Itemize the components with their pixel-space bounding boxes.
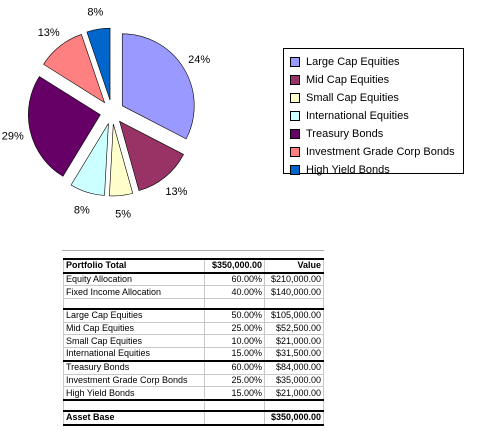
table-cell: $140,000.00 [264, 285, 324, 300]
legend-item-treasury: Treasury Bonds [290, 125, 463, 143]
pie-slice-large-cap [121, 33, 195, 140]
pie-label-mid-cap: 13% [165, 186, 187, 198]
legend-swatch [290, 111, 300, 121]
legend-label: High Yield Bonds [306, 164, 390, 176]
pie-label-investment-grade: 13% [38, 27, 60, 39]
table-header-row: Portfolio Total $350,000.00 Value [63, 258, 324, 274]
table-cell: $31,500.00 [264, 347, 324, 362]
table-cell: International Equities [63, 347, 205, 362]
pie-slice-mid-cap [119, 120, 184, 192]
legend-item-large-cap: Large Cap Equities [290, 53, 463, 71]
table-spacer-row [63, 298, 324, 310]
table-cell: Mid Cap Equities [63, 321, 205, 336]
table-cell: Treasury Bonds [63, 359, 205, 375]
table-cell: $21,000.00 [264, 386, 324, 401]
table-cell: Large Cap Equities [63, 308, 205, 323]
legend-label: Investment Grade Corp Bonds [306, 146, 455, 158]
table-row: High Yield Bonds 15.00% $21,000.00 [63, 386, 324, 401]
table-cell: $210,000.00 [264, 272, 324, 287]
table-cell: $21,000.00 [264, 334, 324, 349]
table-footer-row: Asset Base $350,000.00 [63, 409, 324, 426]
table-cell: $350,000.00 [204, 258, 265, 274]
table-row: Mid Cap Equities 25.00% $52,500.00 [63, 321, 324, 336]
legend-item-international: International Equities [290, 107, 463, 125]
legend-swatch [290, 57, 300, 67]
table-row: International Equities 15.00% $31,500.00 [63, 347, 324, 362]
table-cell: Portfolio Total [63, 258, 205, 274]
pie-slice-international [70, 123, 109, 196]
table-cell: $84,000.00 [264, 359, 324, 375]
legend-label: International Equities [306, 110, 409, 122]
table-cell: Small Cap Equities [63, 334, 205, 349]
table-cell: 15.00% [204, 347, 265, 362]
table-cell: 60.00% [204, 359, 265, 375]
portfolio-table: Portfolio Total $350,000.00 Value Equity… [63, 258, 324, 426]
pie-slice-treasury [28, 76, 101, 177]
pie-label-small-cap: 5% [115, 208, 131, 220]
legend-label: Large Cap Equities [306, 56, 400, 68]
table-cell: 25.00% [204, 373, 265, 388]
pie-slice-small-cap [109, 123, 134, 197]
table-cell: $35,000.00 [264, 373, 324, 388]
table-cell: $105,000.00 [264, 308, 324, 323]
pie-label-large-cap: 24% [188, 54, 210, 66]
pie-slice-high-yield [86, 27, 111, 101]
table-cell: Value [264, 258, 324, 274]
pie-label-high-yield: 8% [87, 6, 103, 18]
table-row: Equity Allocation 60.00% $210,000.00 [63, 272, 324, 287]
table-row: Small Cap Equities 10.00% $21,000.00 [63, 334, 324, 349]
legend-swatch [290, 129, 300, 139]
table-row: Fixed Income Allocation 40.00% $140,000.… [63, 285, 324, 300]
table-cell: 40.00% [204, 285, 265, 300]
table-cell: $52,500.00 [264, 321, 324, 336]
legend-swatch [290, 75, 300, 85]
legend-swatch [290, 147, 300, 157]
table-cell: $350,000.00 [264, 409, 324, 426]
legend-item-high-yield: High Yield Bonds [290, 161, 463, 179]
table-cell: Fixed Income Allocation [63, 285, 205, 300]
table-cell: 15.00% [204, 386, 265, 401]
table-cell: 50.00% [204, 308, 265, 323]
table-top-rule [62, 250, 324, 251]
pie-slice-investment-grade [43, 34, 106, 104]
table-cell: Asset Base [63, 409, 205, 426]
table-cell: Equity Allocation [63, 272, 205, 287]
table-spacer-row [63, 399, 324, 412]
legend-swatch [290, 93, 300, 103]
table-cell: 10.00% [204, 334, 265, 349]
legend-label: Treasury Bonds [306, 128, 384, 140]
legend-label: Mid Cap Equities [306, 74, 390, 86]
pie-label-treasury: 29% [2, 130, 24, 142]
legend-item-mid-cap: Mid Cap Equities [290, 71, 463, 89]
table-cell [204, 409, 265, 426]
table-row: Large Cap Equities 50.00% $105,000.00 [63, 308, 324, 323]
table-cell: High Yield Bonds [63, 386, 205, 401]
table-cell: 25.00% [204, 321, 265, 336]
legend-item-investment-grade: Investment Grade Corp Bonds [290, 143, 463, 161]
table-cell: Investment Grade Corp Bonds [63, 373, 205, 388]
chart-legend: Large Cap Equities Mid Cap Equities Smal… [283, 48, 464, 176]
legend-label: Small Cap Equities [306, 92, 399, 104]
pie-label-international: 8% [74, 204, 90, 216]
legend-swatch [290, 165, 300, 175]
legend-item-small-cap: Small Cap Equities [290, 89, 463, 107]
table-row: Treasury Bonds 60.00% $84,000.00 [63, 359, 324, 375]
table-row: Investment Grade Corp Bonds 25.00% $35,0… [63, 373, 324, 388]
table-cell: 60.00% [204, 272, 265, 287]
